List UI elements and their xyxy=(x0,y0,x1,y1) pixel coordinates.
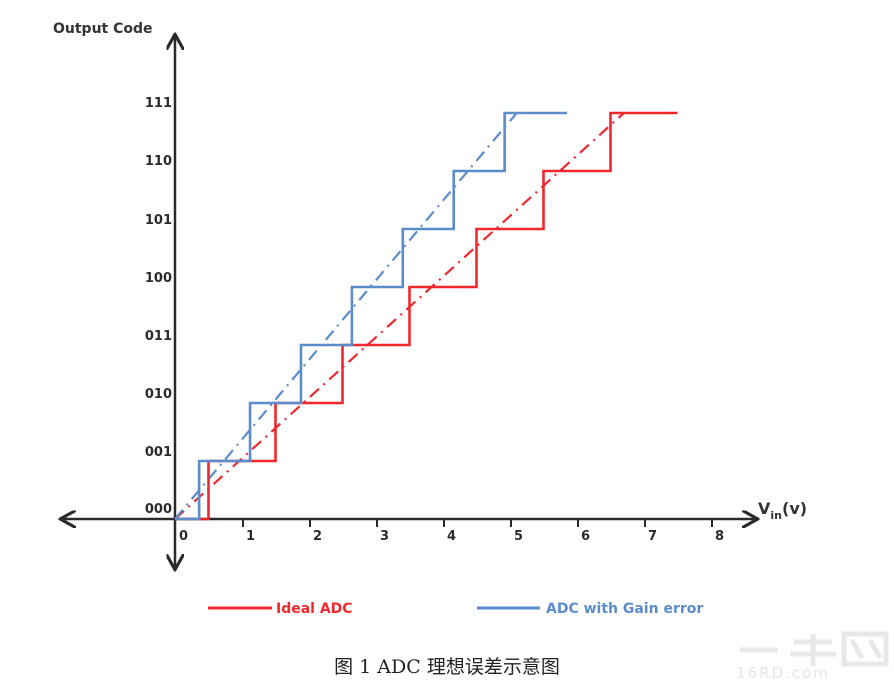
x-tick-label: 3 xyxy=(380,529,389,544)
legend-item-gain-error: ADC with Gain error xyxy=(477,601,703,617)
figure-caption: 图 1 ADC 理想误差示意图 xyxy=(334,656,560,678)
y-tick-label: 100 xyxy=(145,271,172,286)
gain-error-staircase xyxy=(175,111,567,521)
x-tick-label: 7 xyxy=(648,529,657,544)
y-tick-label: 000 xyxy=(145,502,172,517)
x-axis-title: Vin(v) xyxy=(758,499,807,522)
watermark: 16RD.com xyxy=(736,628,892,686)
y-axis-title: Output Code xyxy=(53,21,153,37)
legend: Ideal ADC ADC with Gain error xyxy=(208,601,703,617)
x-tick-label: 6 xyxy=(581,529,590,544)
y-tick-labels: 000 001 010 011 100 101 110 111 xyxy=(145,96,172,517)
gain-error-reference-line xyxy=(174,112,518,520)
series-layer xyxy=(174,111,678,521)
y-tick-label: 111 xyxy=(145,96,172,111)
legend-label: Ideal ADC xyxy=(276,601,353,617)
legend-item-ideal-adc: Ideal ADC xyxy=(208,601,353,617)
watermark-logo-icon xyxy=(740,631,889,667)
y-tick-label: 101 xyxy=(145,213,172,228)
ideal-reference-line xyxy=(174,112,625,520)
x-ticks xyxy=(242,520,713,527)
legend-label: ADC with Gain error xyxy=(546,601,703,617)
watermark-text: 16RD.com xyxy=(736,664,830,682)
x-tick-label: 0 xyxy=(179,529,188,544)
x-tick-labels: 0 1 2 3 4 5 6 7 8 xyxy=(179,529,724,544)
x-tick-label: 8 xyxy=(715,529,724,544)
x-tick-label: 2 xyxy=(313,529,322,544)
y-tick-label: 001 xyxy=(145,445,172,460)
y-tick-label: 010 xyxy=(145,387,172,402)
x-tick-label: 5 xyxy=(514,529,523,544)
x-tick-label: 1 xyxy=(246,529,255,544)
y-tick-label: 110 xyxy=(145,154,172,169)
x-tick-label: 4 xyxy=(447,529,456,544)
y-tick-label: 011 xyxy=(145,329,172,344)
